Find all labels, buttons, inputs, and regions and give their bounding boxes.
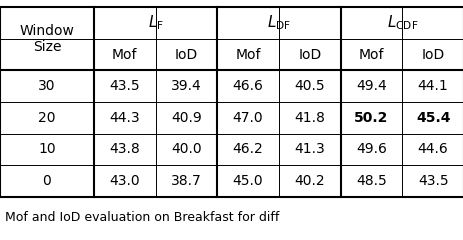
Text: Mof: Mof xyxy=(235,48,260,62)
Text: 40.9: 40.9 xyxy=(171,111,201,125)
Text: Window
Size: Window Size xyxy=(19,24,74,54)
Text: 46.2: 46.2 xyxy=(232,142,263,156)
Text: Mof and IoD evaluation on Breakfast for diff: Mof and IoD evaluation on Breakfast for … xyxy=(5,211,278,224)
Text: 44.1: 44.1 xyxy=(417,79,448,93)
Text: 44.6: 44.6 xyxy=(417,142,448,156)
Text: 43.0: 43.0 xyxy=(109,174,140,188)
Text: 45.4: 45.4 xyxy=(415,111,450,125)
Text: 49.6: 49.6 xyxy=(355,142,386,156)
Text: 38.7: 38.7 xyxy=(171,174,201,188)
Text: 41.3: 41.3 xyxy=(294,142,325,156)
Text: 30: 30 xyxy=(38,79,56,93)
Text: 46.6: 46.6 xyxy=(232,79,263,93)
Text: 43.5: 43.5 xyxy=(417,174,448,188)
Text: 39.4: 39.4 xyxy=(171,79,201,93)
Text: 44.3: 44.3 xyxy=(109,111,140,125)
Text: 50.2: 50.2 xyxy=(354,111,388,125)
Text: 43.8: 43.8 xyxy=(109,142,140,156)
Text: 10: 10 xyxy=(38,142,56,156)
Text: 40.5: 40.5 xyxy=(294,79,325,93)
Text: IoD: IoD xyxy=(420,48,444,62)
Text: 20: 20 xyxy=(38,111,56,125)
Text: $L_\mathrm{DF}$: $L_\mathrm{DF}$ xyxy=(266,14,290,32)
Text: IoD: IoD xyxy=(175,48,198,62)
Text: 41.8: 41.8 xyxy=(294,111,325,125)
Text: $L_\mathrm{CDF}$: $L_\mathrm{CDF}$ xyxy=(386,14,417,32)
Text: Mof: Mof xyxy=(358,48,383,62)
Text: 49.4: 49.4 xyxy=(355,79,386,93)
Text: 43.5: 43.5 xyxy=(109,79,140,93)
Text: 40.2: 40.2 xyxy=(294,174,325,188)
Text: $L_\mathrm{F}$: $L_\mathrm{F}$ xyxy=(147,14,163,32)
Text: 45.0: 45.0 xyxy=(232,174,263,188)
Text: 47.0: 47.0 xyxy=(232,111,263,125)
Text: 40.0: 40.0 xyxy=(171,142,201,156)
Text: 0: 0 xyxy=(43,174,51,188)
Text: Mof: Mof xyxy=(112,48,137,62)
Text: IoD: IoD xyxy=(298,48,321,62)
Text: 48.5: 48.5 xyxy=(355,174,386,188)
